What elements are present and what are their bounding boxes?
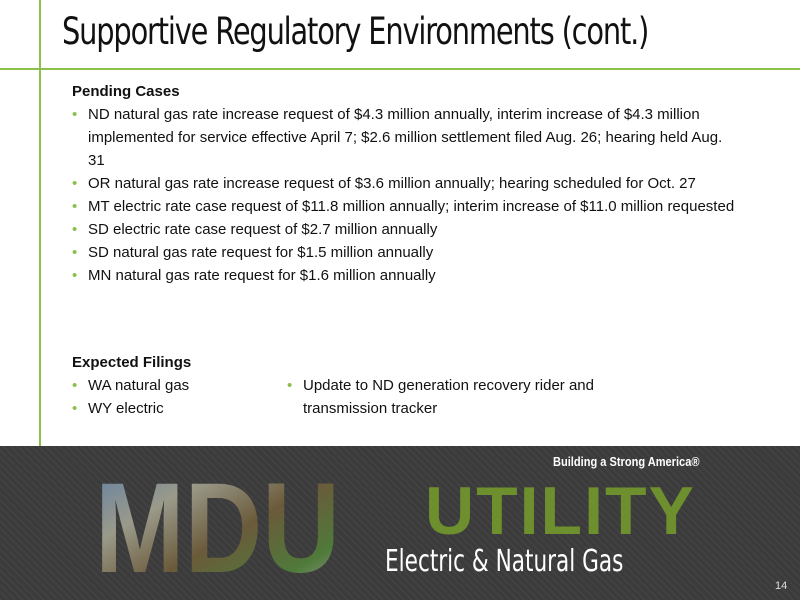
columns: WA natural gas WY electric Update to ND … [72,374,732,420]
bullet-list: ND natural gas rate increase request of … [72,103,740,287]
bullet: MT electric rate case request of $11.8 m… [72,195,740,218]
bullet-list: Update to ND generation recovery rider a… [287,374,667,420]
logo: MDU [95,460,340,580]
section-heading: Pending Cases [72,83,180,100]
bullet: MN natural gas rate request for $1.6 mil… [72,264,740,287]
accent-line [39,0,41,446]
pending-section: Pending Cases ND natural gas rate increa… [72,80,740,287]
logo-text: MDU [95,460,340,580]
bullet: SD natural gas rate request for $1.5 mil… [72,241,740,264]
bullet: SD electric rate case request of $2.7 mi… [72,218,740,241]
expected-section: Expected Filings WA natural gas WY elect… [72,351,732,420]
section-heading: Expected Filings [72,354,192,371]
accent-line [0,68,800,70]
bullet: Update to ND generation recovery rider a… [287,374,667,420]
bullet: WY electric [72,397,287,420]
tagline: Building a Strong America® [553,454,700,469]
page-number: 14 [775,580,788,592]
brand: UTILITY [425,473,696,549]
bullet: WA natural gas [72,374,287,397]
footer-band: MDU Building a Strong America® UTILITY E… [0,446,800,600]
slide-title: Supportive Regulatory Environments (cont… [62,10,649,53]
bullet: OR natural gas rate increase request of … [72,172,740,195]
brand-subtitle: Electric & Natural Gas [385,544,624,579]
bullet-list: WA natural gas WY electric [72,374,287,420]
bullet: ND natural gas rate increase request of … [72,103,740,172]
